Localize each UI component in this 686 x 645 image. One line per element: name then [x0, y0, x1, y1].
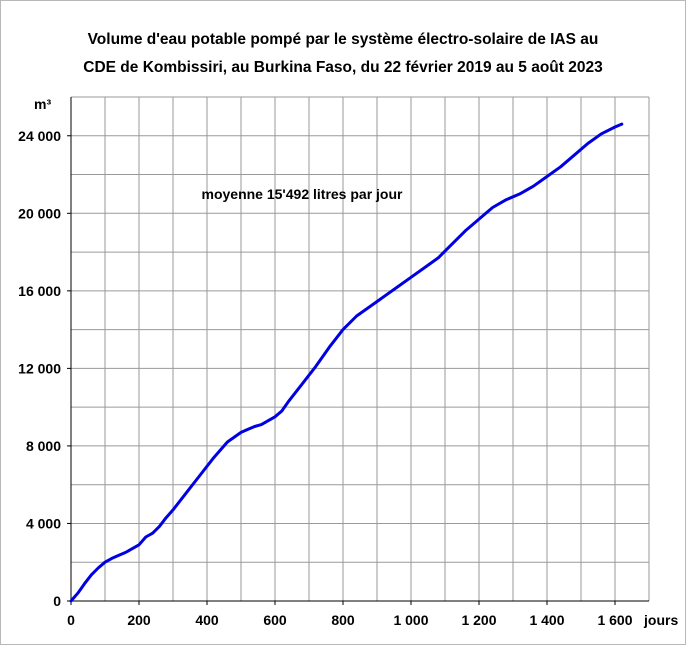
x-tick-label: 1 200	[461, 612, 496, 628]
x-tick-label: 400	[195, 612, 219, 628]
x-tick-label: 1 000	[393, 612, 428, 628]
y-tick-label: 0	[53, 593, 61, 609]
average-annotation: moyenne 15'492 litres par jour	[202, 186, 404, 202]
series-line-volume	[69, 122, 624, 603]
x-tick-label: 600	[263, 612, 287, 628]
x-tick-label: 1 600	[597, 612, 632, 628]
grid	[71, 96, 650, 601]
y-tick-label: 4 000	[26, 515, 61, 531]
x-tick-label: 1 400	[529, 612, 564, 628]
series-group	[69, 122, 624, 603]
x-tick-label: 0	[67, 612, 75, 628]
chart-title-line-1: Volume d'eau potable pompé par le systèm…	[87, 31, 599, 48]
y-tick-label: 16 000	[18, 283, 61, 299]
x-axis-unit-label: jours	[643, 612, 678, 628]
x-tick-label: 800	[331, 612, 355, 628]
y-axis-unit-label: m³	[34, 96, 51, 112]
axes	[70, 97, 649, 602]
y-tick-label: 12 000	[18, 360, 61, 376]
ticks: 0 4 000 8 000 12 000 16 000 20 000 24 000 0 200 4…	[18, 128, 633, 628]
y-tick-label: 8 000	[26, 438, 61, 454]
chart-title-line-2: CDE de Kombissiri, au Burkina Faso, du 2…	[83, 59, 603, 76]
y-tick-label: 20 000	[18, 205, 61, 221]
x-tick-label: 200	[127, 612, 151, 628]
y-tick-label: 24 000	[18, 128, 61, 144]
